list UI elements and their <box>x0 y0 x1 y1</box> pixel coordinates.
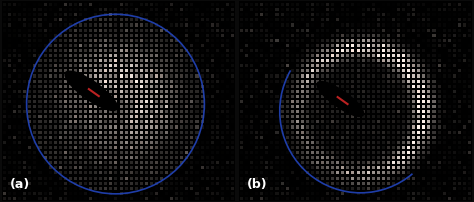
Text: (b): (b) <box>246 178 267 191</box>
Ellipse shape <box>317 82 364 116</box>
Text: (a): (a) <box>9 178 30 191</box>
Ellipse shape <box>65 71 118 110</box>
